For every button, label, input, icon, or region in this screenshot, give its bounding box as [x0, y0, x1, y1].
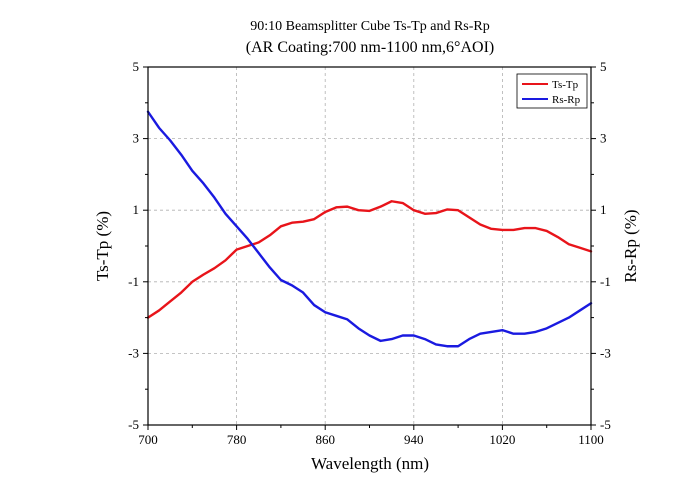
y-axis-label-left: Ts-Tp (%): [93, 211, 112, 281]
y-tick-label-left: -5: [128, 417, 139, 432]
x-tick-label: 860: [315, 432, 335, 447]
x-tick-label: 940: [404, 432, 424, 447]
y-tick-label-left: -1: [128, 274, 139, 289]
y-tick-label-right: 5: [600, 59, 607, 74]
axes: 700 780 860 940 1020 1100-5 -5-3 -3-1 -11 13 35 5: [128, 59, 611, 447]
y-tick-label-right: -3: [600, 345, 611, 360]
chart-title: 90:10 Beamsplitter Cube Ts-Tp and Rs-Rp: [250, 19, 489, 34]
series-group: [146, 110, 593, 348]
chart-subtitle: (AR Coating:700 nm-1100 nm,6°AOI): [246, 39, 494, 56]
y-axis-label-right: Rs-Rp (%): [621, 209, 640, 282]
y-tick-label-left: 5: [133, 59, 140, 74]
x-tick-label: 1100: [578, 432, 604, 447]
x-tick-label: 1020: [489, 432, 515, 447]
legend-box: [516, 73, 588, 109]
y-tick-label-right: 3: [600, 131, 607, 146]
y-tick-label-right: -5: [600, 417, 611, 432]
x-axis-label: Wavelength (nm): [311, 454, 429, 473]
y-tick-label-left: 3: [133, 131, 140, 146]
legend-label-rs-rp: Rs-Rp: [552, 94, 581, 106]
x-tick-label: 700: [138, 432, 158, 447]
y-tick-label-left: -3: [128, 345, 139, 360]
series-line-ts-tp: [146, 200, 593, 319]
legend-label-ts-tp: Ts-Tp: [552, 79, 579, 91]
legend: Ts-Tp Rs-Rp: [516, 73, 588, 109]
series-line-rs-rp: [146, 110, 593, 348]
y-tick-label-right: -1: [600, 274, 611, 289]
plot-frame: [147, 66, 592, 426]
x-tick-label: 780: [227, 432, 247, 447]
y-tick-label-left: 1: [133, 202, 140, 217]
grid: [148, 67, 591, 425]
y-tick-label-right: 1: [600, 202, 607, 217]
